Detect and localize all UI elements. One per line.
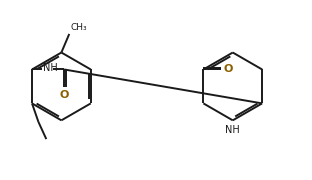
Text: NH: NH [225, 125, 240, 135]
Text: CH₃: CH₃ [71, 23, 87, 32]
Text: O: O [60, 90, 69, 100]
Text: O: O [223, 64, 233, 75]
Text: NH: NH [43, 63, 57, 73]
